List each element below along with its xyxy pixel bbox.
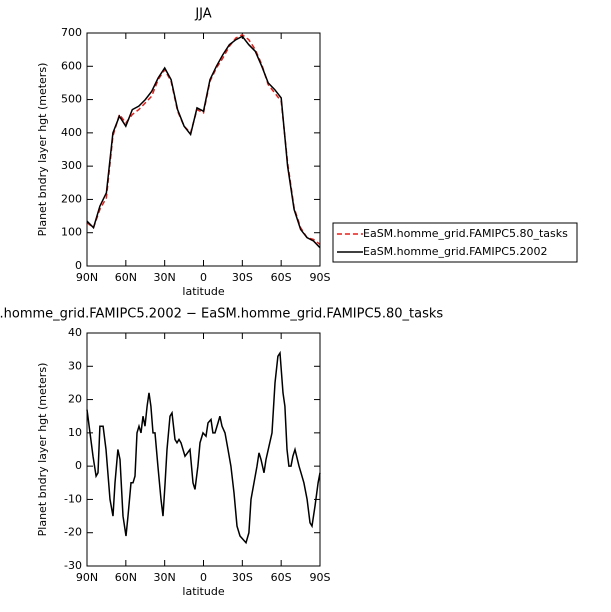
data-line xyxy=(86,350,321,545)
y-tick-label: -20 xyxy=(64,526,82,539)
x-axis-label: latitude xyxy=(182,285,224,298)
legend-label: EaSM.homme_grid.FAMIPC5.80_tasks xyxy=(363,227,568,240)
y-axis-label: Planet bndry layer hgt (meters) xyxy=(36,63,49,237)
y-tick-label: 0 xyxy=(75,259,82,272)
y-tick-label: 20 xyxy=(68,393,82,406)
x-tick-label: 60N xyxy=(115,571,137,584)
y-tick-label: 40 xyxy=(68,326,82,339)
data-line xyxy=(86,35,321,249)
x-tick-label: 30S xyxy=(232,271,253,284)
y-tick-label: -10 xyxy=(64,492,82,505)
y-tick-label: 100 xyxy=(61,226,82,239)
chart-title: JJA xyxy=(194,7,211,22)
legend-box xyxy=(332,222,578,263)
x-axis-label: latitude xyxy=(182,585,224,598)
y-tick-label: 30 xyxy=(68,359,82,372)
y-tick-label: 10 xyxy=(68,426,82,439)
x-tick-label: 60N xyxy=(115,271,137,284)
x-tick-label: 60S xyxy=(271,271,292,284)
plot-frame xyxy=(86,32,321,267)
y-tick-label: 200 xyxy=(61,192,82,205)
y-tick-label: 500 xyxy=(61,93,82,106)
legend-label: EaSM.homme_grid.FAMIPC5.2002 xyxy=(363,245,547,258)
x-tick-label: 0 xyxy=(200,271,207,284)
x-tick-label: 90N xyxy=(76,271,98,284)
y-tick-label: 300 xyxy=(61,159,82,172)
y-tick-label: -30 xyxy=(64,559,82,572)
x-tick-label: 30N xyxy=(154,271,176,284)
plot-frame xyxy=(86,332,321,567)
x-tick-label: 90N xyxy=(76,571,98,584)
y-tick-label: 0 xyxy=(75,459,82,472)
x-tick-label: 30S xyxy=(232,571,253,584)
x-tick-label: 0 xyxy=(200,571,207,584)
y-tick-label: 400 xyxy=(61,126,82,139)
x-tick-label: 90S xyxy=(310,571,331,584)
x-tick-label: 90S xyxy=(310,271,331,284)
y-tick-label: 600 xyxy=(61,59,82,72)
chart-title: EaSM.homme_grid.FAMIPC5.2002 − EaSM.homm… xyxy=(0,307,443,322)
y-tick-label: 700 xyxy=(61,26,82,39)
x-tick-label: 60S xyxy=(271,571,292,584)
x-tick-label: 30N xyxy=(154,571,176,584)
y-axis-label: Planet bndry layer hgt (meters) xyxy=(36,363,49,537)
